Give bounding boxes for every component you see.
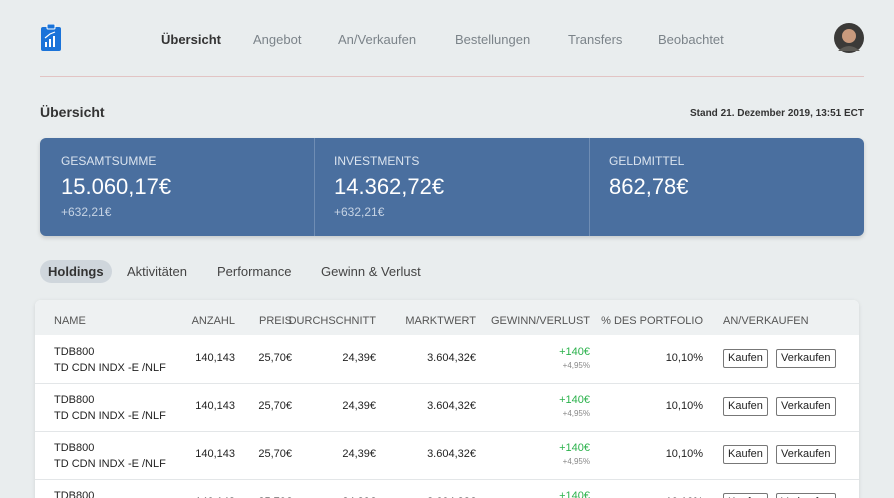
column-header: PREIS bbox=[258, 315, 292, 327]
nav-item[interactable]: An/Verkaufen bbox=[338, 32, 417, 47]
gain: +140€ bbox=[559, 394, 590, 406]
divider bbox=[40, 76, 864, 77]
buy-button[interactable]: Kaufen bbox=[723, 397, 768, 416]
preis: 25,70€ bbox=[258, 352, 292, 364]
preis: 25,70€ bbox=[258, 496, 292, 498]
anzahl: 140,143 bbox=[195, 352, 235, 364]
separator bbox=[589, 138, 590, 236]
portfolio-share: 10,10% bbox=[665, 400, 703, 412]
buy-button[interactable]: Kaufen bbox=[723, 445, 768, 464]
summary-change: +632,21€ bbox=[61, 205, 112, 219]
summary-label: INVESTMENTS bbox=[334, 154, 420, 168]
nav-item[interactable]: Bestellungen bbox=[455, 32, 531, 47]
preis: 25,70€ bbox=[258, 448, 292, 460]
column-header: NAME bbox=[54, 315, 86, 327]
column-header: ANZAHL bbox=[191, 315, 235, 327]
timestamp: Stand 21. Dezember 2019, 13:51 ECT bbox=[690, 108, 864, 119]
column-header: DURCHSCHNITT bbox=[288, 315, 376, 327]
sell-button[interactable]: Verkaufen bbox=[776, 445, 836, 464]
portfolio-share: 10,10% bbox=[666, 496, 703, 498]
preis: 25,70€ bbox=[258, 400, 292, 412]
logo[interactable] bbox=[40, 24, 62, 52]
name: TD CDN INDX -E /NLF bbox=[54, 362, 166, 374]
anzahl: 140,143 bbox=[195, 496, 235, 498]
portfolio-share: 10,10% bbox=[665, 448, 703, 460]
symbol: TDB800 bbox=[54, 394, 95, 406]
tab[interactable]: Aktivitäten bbox=[127, 264, 187, 279]
portfolio-share: 10,10% bbox=[665, 352, 703, 364]
sell-button[interactable]: Verkaufen bbox=[776, 493, 836, 498]
page-title: Übersicht bbox=[40, 104, 105, 120]
name: TD CDN INDX -E /NLF bbox=[54, 410, 166, 422]
gain-percent: +4,95% bbox=[562, 409, 590, 418]
nav-item[interactable]: Übersicht bbox=[161, 32, 221, 47]
summary-value: 14.362,72€ bbox=[334, 174, 445, 199]
anzahl: 140,143 bbox=[195, 400, 235, 412]
summary-change: +632,21€ bbox=[334, 205, 385, 219]
marktwert: 3.604,32€ bbox=[427, 400, 476, 412]
name: TD CDN INDX -E /NLF bbox=[54, 458, 166, 470]
column-header: GEWINN/VERLUST bbox=[490, 315, 590, 327]
tab[interactable]: Gewinn & Verlust bbox=[321, 264, 421, 279]
symbol: TDB800 bbox=[54, 490, 95, 498]
sell-button[interactable]: Verkaufen bbox=[776, 397, 836, 416]
durchschnitt: 24,39€ bbox=[342, 400, 376, 412]
tab[interactable]: Holdings bbox=[40, 260, 112, 283]
symbol: TDB800 bbox=[54, 346, 95, 358]
nav-item[interactable]: Beobachtet bbox=[658, 32, 724, 47]
marktwert: 3.604,32€ bbox=[427, 496, 476, 498]
summary-label: GELDMITTEL bbox=[609, 154, 685, 168]
sell-button[interactable]: Verkaufen bbox=[776, 349, 836, 368]
durchschnitt: 24,39€ bbox=[342, 352, 376, 364]
gain: +140€ bbox=[559, 490, 590, 498]
avatar[interactable] bbox=[834, 23, 864, 53]
row-divider bbox=[35, 479, 859, 480]
anzahl: 140,143 bbox=[195, 448, 235, 460]
summary-value: 862,78€ bbox=[609, 174, 689, 199]
tab[interactable]: Performance bbox=[217, 264, 292, 279]
nav-item[interactable]: Transfers bbox=[568, 32, 623, 47]
durchschnitt: 24,39€ bbox=[342, 448, 376, 460]
durchschnitt: 24,39€ bbox=[342, 496, 376, 498]
gain: +140€ bbox=[559, 442, 590, 454]
column-header: MARKTWERT bbox=[405, 315, 476, 327]
gain-percent: +4,95% bbox=[562, 361, 590, 370]
gain-percent: +4,95% bbox=[562, 457, 590, 466]
table-header bbox=[35, 300, 859, 335]
buy-button[interactable]: Kaufen bbox=[723, 493, 768, 498]
column-header: % DES PORTFOLIO bbox=[601, 315, 703, 327]
symbol: TDB800 bbox=[54, 442, 95, 454]
buy-button[interactable]: Kaufen bbox=[723, 349, 768, 368]
gain: +140€ bbox=[559, 346, 590, 358]
nav-item[interactable]: Angebot bbox=[253, 32, 302, 47]
summary-value: 15.060,17€ bbox=[61, 174, 172, 199]
summary-label: GESAMTSUMME bbox=[61, 154, 157, 168]
marktwert: 3.604,32€ bbox=[427, 448, 476, 460]
row-divider bbox=[35, 383, 859, 384]
marktwert: 3.604,32€ bbox=[427, 352, 476, 364]
column-header: AN/VERKAUFEN bbox=[723, 315, 809, 327]
separator bbox=[314, 138, 315, 236]
row-divider bbox=[35, 431, 859, 432]
summary-card bbox=[40, 138, 864, 236]
